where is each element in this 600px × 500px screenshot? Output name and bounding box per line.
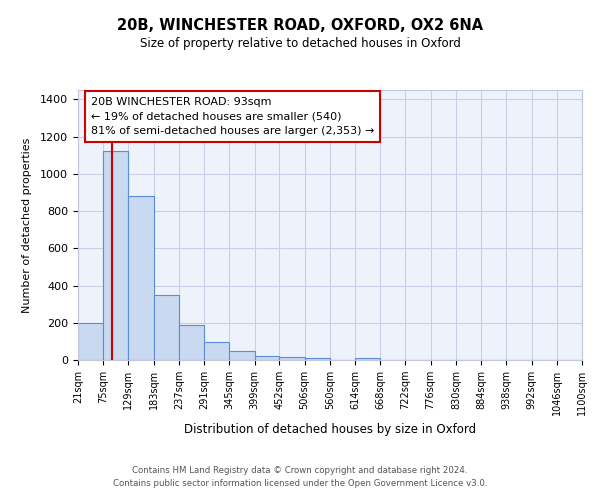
Bar [355, 358, 380, 360]
Bar [280, 357, 305, 360]
Bar [103, 152, 128, 360]
X-axis label: Distribution of detached houses by size in Oxford: Distribution of detached houses by size … [184, 424, 476, 436]
Text: Size of property relative to detached houses in Oxford: Size of property relative to detached ho… [140, 38, 460, 51]
Y-axis label: Number of detached properties: Number of detached properties [22, 138, 32, 312]
Bar [128, 196, 154, 360]
Text: 20B WINCHESTER ROAD: 93sqm
← 19% of detached houses are smaller (540)
81% of sem: 20B WINCHESTER ROAD: 93sqm ← 19% of deta… [91, 97, 374, 136]
Bar [254, 356, 280, 360]
Bar [305, 358, 330, 360]
Bar [78, 323, 103, 360]
Bar [229, 351, 254, 360]
Bar [154, 295, 179, 360]
Text: 20B, WINCHESTER ROAD, OXFORD, OX2 6NA: 20B, WINCHESTER ROAD, OXFORD, OX2 6NA [117, 18, 483, 32]
Bar [204, 342, 229, 360]
Text: Contains HM Land Registry data © Crown copyright and database right 2024.
Contai: Contains HM Land Registry data © Crown c… [113, 466, 487, 487]
Bar [179, 324, 204, 360]
